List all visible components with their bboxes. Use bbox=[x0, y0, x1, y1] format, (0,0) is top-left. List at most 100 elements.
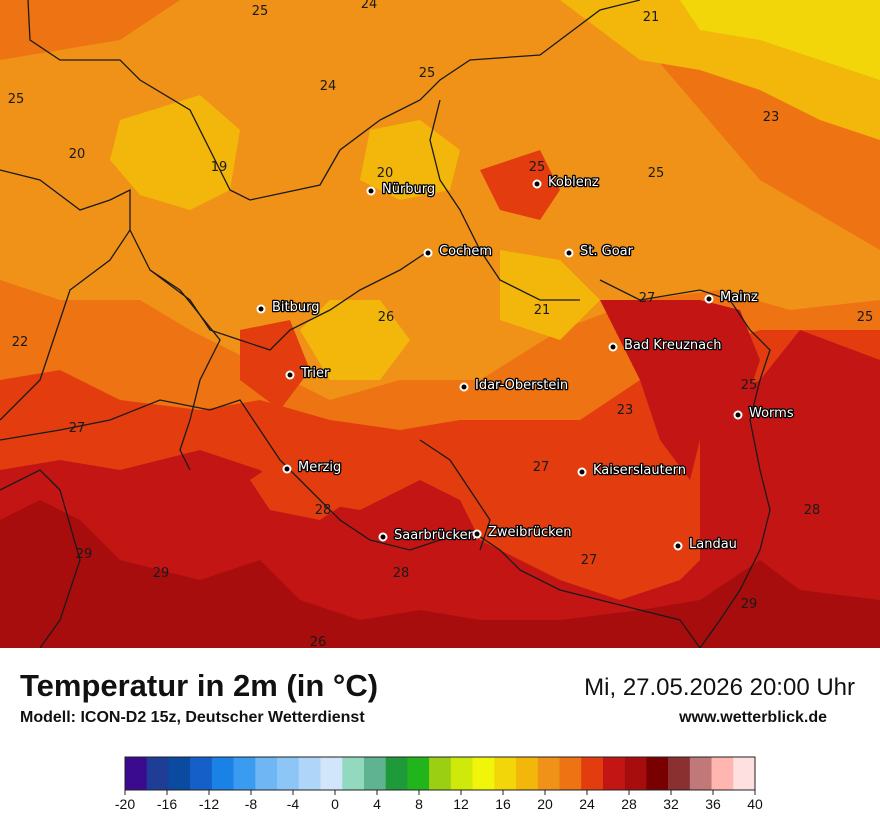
city-marker: Bad Kreuznach bbox=[608, 337, 723, 354]
color-scale-legend: -20 -16 -12 -8 -4 0 4 8 12 16 20 24 28 32 36 40 bbox=[115, 756, 763, 812]
city-name: Saarbrücken bbox=[394, 528, 476, 543]
scale-swatch bbox=[602, 757, 625, 790]
city-name: St. Goar bbox=[580, 244, 634, 259]
city-name: Cochem bbox=[439, 244, 492, 259]
city-dot bbox=[459, 382, 469, 392]
scale-swatch bbox=[646, 757, 669, 790]
scale-swatch bbox=[689, 757, 712, 790]
temperature-value: 26 bbox=[378, 310, 395, 325]
scale-tick-label: 36 bbox=[705, 796, 721, 812]
temperature-value: 29 bbox=[153, 566, 170, 581]
city-dot bbox=[704, 294, 714, 304]
city-dot bbox=[733, 410, 743, 420]
scale-swatch bbox=[472, 757, 495, 790]
temperature-value: 28 bbox=[315, 503, 332, 518]
scale-tick-label: -16 bbox=[157, 796, 177, 812]
scale-swatch bbox=[363, 757, 386, 790]
scale-swatch bbox=[190, 757, 213, 790]
city-name: Mainz bbox=[720, 290, 758, 305]
city-marker: Worms bbox=[733, 405, 795, 422]
scale-swatch bbox=[450, 757, 473, 790]
city-name: Idar-Oberstein bbox=[475, 378, 568, 393]
temperature-value: 24 bbox=[361, 0, 378, 12]
temperature-value: 29 bbox=[741, 597, 758, 612]
temperature-value: 25 bbox=[741, 378, 758, 393]
city-marker: Zweibrücken bbox=[472, 524, 573, 541]
scale-tick-label: 4 bbox=[373, 796, 381, 812]
city-name: Kaiserslautern bbox=[593, 463, 686, 478]
temperature-value: 27 bbox=[533, 460, 550, 475]
scale-tick-label: 28 bbox=[621, 796, 637, 812]
city-marker: Kaiserslautern bbox=[577, 462, 687, 479]
scale-swatch bbox=[494, 757, 517, 790]
temperature-value: 25 bbox=[419, 66, 436, 81]
scale-tick-label: 20 bbox=[537, 796, 553, 812]
temperature-value: 24 bbox=[320, 79, 337, 94]
temperature-value: 28 bbox=[393, 566, 410, 581]
temperature-value: 23 bbox=[763, 110, 780, 125]
city-name: Zweibrücken bbox=[488, 525, 571, 540]
scale-tick-label: 12 bbox=[453, 796, 469, 812]
city-dot bbox=[285, 370, 295, 380]
temperature-value: 25 bbox=[529, 160, 546, 175]
city-dot bbox=[472, 529, 482, 539]
scale-swatch bbox=[516, 757, 539, 790]
scale-tick-label: 24 bbox=[579, 796, 595, 812]
scale-swatch bbox=[298, 757, 321, 790]
city-marker: Koblenz bbox=[532, 174, 600, 191]
scale-swatch bbox=[559, 757, 582, 790]
temperature-value: 29 bbox=[76, 547, 93, 562]
website-link[interactable]: www.wetterblick.de bbox=[679, 709, 827, 726]
scale-swatch bbox=[277, 757, 300, 790]
city-dot bbox=[564, 248, 574, 258]
map-title: Temperatur in 2m (in °C) bbox=[20, 668, 379, 703]
temperature-value: 25 bbox=[8, 92, 25, 107]
temperature-value: 25 bbox=[648, 166, 665, 181]
scale-tick-label: -8 bbox=[245, 796, 258, 812]
temperature-value: 27 bbox=[69, 421, 86, 436]
scale-frame bbox=[124, 756, 756, 791]
scale-swatch bbox=[168, 757, 191, 790]
city-marker: Landau bbox=[673, 536, 738, 553]
city-dot bbox=[577, 467, 587, 477]
temperature-value: 21 bbox=[643, 10, 660, 25]
city-dot bbox=[366, 186, 376, 196]
scale-tick-label: 40 bbox=[747, 796, 763, 812]
temperature-value: 20 bbox=[69, 147, 86, 162]
city-dot bbox=[378, 532, 388, 542]
city-marker: Merzig bbox=[282, 459, 343, 476]
city-marker: Nürburg bbox=[366, 181, 436, 198]
city-name: Trier bbox=[300, 366, 330, 381]
temperature-value: 19 bbox=[211, 160, 228, 175]
scale-tick-label: 32 bbox=[663, 796, 679, 812]
temperature-value: 26 bbox=[310, 635, 327, 648]
temperature-value: 21 bbox=[534, 303, 551, 318]
city-dot bbox=[532, 179, 542, 189]
scale-swatch bbox=[211, 757, 234, 790]
city-name: Koblenz bbox=[548, 175, 599, 190]
scale-tick-label: 0 bbox=[331, 796, 339, 812]
scale-swatch bbox=[385, 757, 408, 790]
city-markers: Nürburg Koblenz Cochem St. Goar Bitburg Mainz… bbox=[256, 174, 795, 553]
scale-tick-label: -4 bbox=[287, 796, 300, 812]
city-dot bbox=[282, 464, 292, 474]
temperature-labels: 25 24 21 25 24 25 23 20 19 20 25 25 27 25 22 26 21 25 23 27… bbox=[8, 0, 874, 648]
scale-swatch bbox=[342, 757, 365, 790]
forecast-datetime: Mi, 27.05.2026 20:00 Uhr bbox=[584, 674, 855, 701]
city-dot bbox=[608, 342, 618, 352]
model-info: Modell: ICON-D2 15z, Deutscher Wetterdie… bbox=[20, 709, 365, 726]
scale-swatch bbox=[125, 757, 148, 790]
scale-swatch bbox=[711, 757, 734, 790]
temperature-value: 27 bbox=[639, 291, 656, 306]
scale-swatch bbox=[146, 757, 169, 790]
temperature-value: 20 bbox=[377, 166, 394, 181]
city-name: Landau bbox=[689, 537, 737, 552]
temperature-value: 22 bbox=[12, 335, 29, 350]
scale-swatch bbox=[668, 757, 691, 790]
city-dot bbox=[423, 248, 433, 258]
scale-tick-label: -20 bbox=[115, 796, 135, 812]
scale-tick-label: -12 bbox=[199, 796, 219, 812]
scale-swatch bbox=[407, 757, 430, 790]
scale-swatch bbox=[255, 757, 278, 790]
city-dot bbox=[256, 304, 266, 314]
